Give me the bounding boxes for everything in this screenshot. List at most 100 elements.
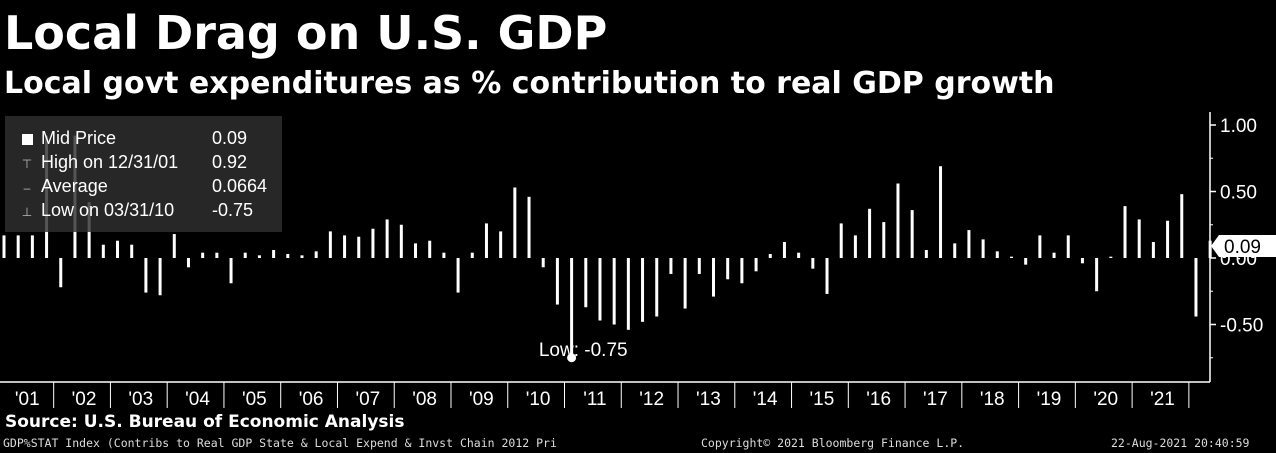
bar — [229, 258, 233, 284]
x-tick-label: '20 — [1093, 389, 1118, 410]
bar — [570, 258, 574, 358]
bar — [300, 255, 304, 258]
x-tick-label: '14 — [753, 389, 778, 410]
bar — [882, 222, 886, 258]
bar — [16, 235, 20, 258]
last-value-tag — [1211, 235, 1276, 258]
x-tick-label: '08 — [412, 389, 437, 410]
bar — [797, 252, 801, 258]
bar — [513, 187, 517, 258]
bar — [541, 258, 545, 268]
bar — [896, 183, 900, 258]
bar — [712, 258, 715, 297]
bar — [669, 258, 673, 274]
bar — [825, 258, 829, 294]
bar — [953, 243, 957, 258]
x-tick-label: '10 — [526, 389, 551, 410]
bar — [683, 258, 687, 309]
bar — [215, 252, 219, 258]
source-note: Source: U.S. Bureau of Economic Analysis — [5, 412, 405, 432]
legend-row-mid-price: Mid Price 0.09 — [5, 128, 282, 152]
legend-label: Average — [41, 176, 108, 196]
x-tick-label: '06 — [299, 389, 324, 410]
bar — [697, 258, 701, 274]
bar — [655, 258, 659, 317]
bar — [626, 258, 630, 330]
bar — [555, 258, 559, 305]
bar — [868, 208, 872, 258]
y-tick-label: -0.50 — [1220, 316, 1263, 337]
bar — [1109, 256, 1113, 258]
bar — [456, 258, 460, 293]
bar — [1052, 252, 1056, 258]
bar — [442, 252, 446, 258]
bar — [484, 223, 488, 258]
average-marker-icon: – — [23, 181, 31, 195]
bar — [201, 252, 205, 258]
last-value-label: 0.09 — [1224, 237, 1261, 258]
bar — [257, 255, 261, 258]
x-tick-label: '07 — [355, 389, 380, 410]
x-tick-label: '15 — [810, 389, 835, 410]
bar — [357, 236, 361, 258]
bar — [726, 258, 730, 280]
bar — [641, 258, 645, 322]
x-tick-label: '09 — [469, 389, 494, 410]
x-tick-label: '11 — [583, 389, 606, 410]
bar — [754, 258, 758, 272]
legend-label: Low on 03/31/10 — [41, 200, 175, 220]
bar — [981, 239, 985, 258]
x-tick-label: '17 — [923, 389, 948, 410]
x-tick-label: '04 — [185, 389, 210, 410]
x-tick-label: '02 — [72, 389, 97, 410]
square-marker-icon — [19, 132, 35, 148]
low-marker-icon: ⊥ — [21, 205, 33, 219]
bar — [1194, 258, 1198, 317]
footer-timestamp: 22-Aug-2021 20:40:59 — [1111, 436, 1250, 450]
legend-label: High on 12/31/01 — [41, 152, 179, 172]
bar — [598, 258, 602, 321]
bar — [811, 258, 815, 269]
x-tick-label: '01 — [15, 389, 40, 410]
bar — [967, 230, 971, 258]
bar — [995, 251, 999, 258]
bar — [314, 251, 318, 258]
bar — [399, 224, 403, 258]
bar — [782, 242, 786, 258]
bar — [186, 258, 190, 268]
bar — [2, 235, 6, 258]
bar — [1009, 256, 1013, 258]
bar — [839, 223, 843, 258]
x-tick-label: '05 — [242, 389, 267, 410]
bar — [584, 258, 588, 308]
low-annotation: Low: -0.75 — [539, 340, 628, 361]
legend-row-average: – Average 0.0664 — [5, 176, 282, 200]
chart-subtitle: Local govt expenditures as % contributio… — [4, 66, 1055, 101]
bar — [1123, 206, 1127, 258]
legend-row-low: ⊥ Low on 03/31/10 -0.75 — [5, 200, 282, 224]
x-tick-label: '21 — [1150, 389, 1175, 410]
bar — [1208, 240, 1212, 258]
bar — [158, 258, 162, 296]
y-tick-label: 1.00 — [1220, 116, 1257, 137]
bar — [30, 235, 34, 258]
bar — [470, 252, 474, 258]
bar — [428, 240, 432, 258]
bar — [144, 258, 148, 293]
x-tick-label: '16 — [866, 389, 891, 410]
chart-title: Local Drag on U.S. GDP — [4, 6, 608, 60]
bar — [59, 258, 63, 288]
bar — [939, 166, 943, 258]
footer-copyright: Copyright© 2021 Bloomberg Finance L.P. — [701, 436, 965, 450]
bar — [1166, 220, 1170, 258]
legend-panel: Mid Price 0.09 ⊤ High on 12/31/01 0.92 –… — [5, 116, 282, 232]
bar — [101, 244, 105, 258]
legend-value: 0.92 — [212, 152, 248, 172]
bar — [527, 196, 531, 258]
bar — [1237, 258, 1241, 260]
bar — [1024, 258, 1028, 265]
bar — [924, 250, 928, 258]
bar — [1151, 242, 1155, 258]
bar — [853, 235, 857, 258]
bar — [243, 252, 247, 258]
